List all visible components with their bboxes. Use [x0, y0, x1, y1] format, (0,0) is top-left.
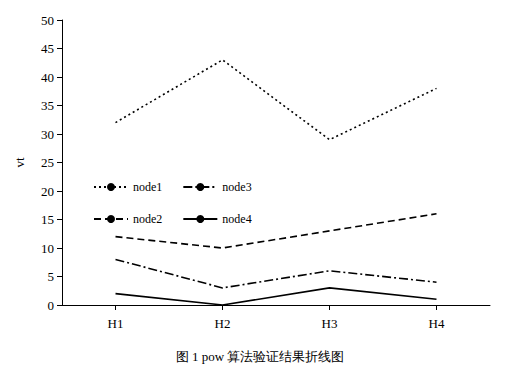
svg-text:node4: node4	[222, 212, 251, 226]
svg-text:H2: H2	[215, 316, 231, 331]
svg-text:45: 45	[41, 41, 54, 56]
svg-text:35: 35	[41, 98, 54, 113]
svg-text:5: 5	[48, 269, 55, 284]
svg-text:图 1 pow 算法验证结果折线图: 图 1 pow 算法验证结果折线图	[176, 349, 345, 364]
svg-text:node2: node2	[133, 212, 162, 226]
svg-text:node3: node3	[222, 180, 251, 194]
svg-text:25: 25	[41, 155, 54, 170]
svg-text:30: 30	[41, 127, 54, 142]
svg-text:node1: node1	[133, 180, 162, 194]
svg-text:50: 50	[41, 13, 54, 28]
svg-text:H4: H4	[429, 316, 445, 331]
svg-text:0: 0	[48, 298, 55, 313]
svg-text:H1: H1	[108, 316, 124, 331]
svg-text:20: 20	[41, 184, 54, 199]
svg-text:vt: vt	[12, 157, 27, 168]
svg-text:10: 10	[41, 241, 54, 256]
svg-text:40: 40	[41, 70, 54, 85]
svg-text:15: 15	[41, 212, 54, 227]
svg-text:H3: H3	[322, 316, 338, 331]
